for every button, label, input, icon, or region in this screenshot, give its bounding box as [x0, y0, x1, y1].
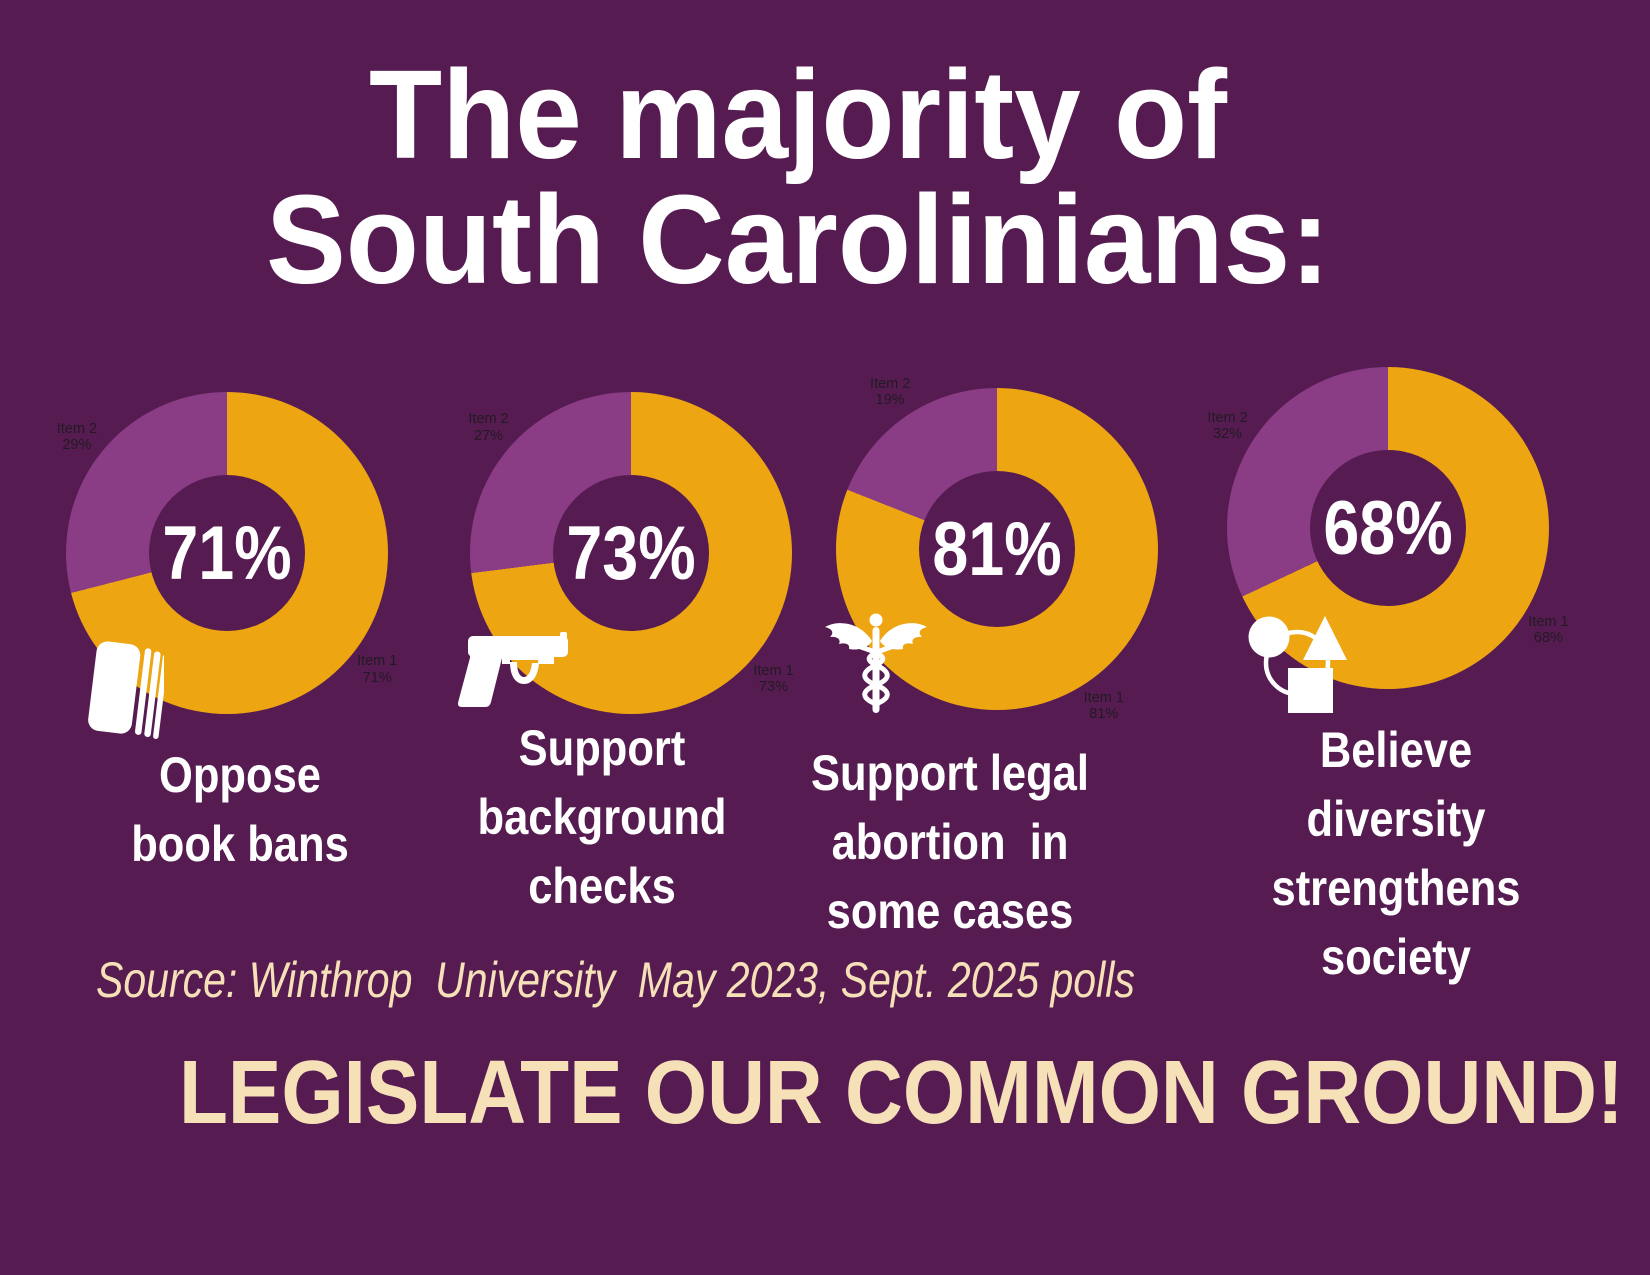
slice-name: Item 1: [356, 653, 398, 670]
diversity-icon: [1247, 612, 1353, 714]
book-icon: [88, 638, 164, 742]
slice-value: 32%: [1213, 426, 1243, 443]
slice-label-item1: Item 1 81%: [1084, 690, 1124, 722]
slice-name: Item 2: [870, 375, 911, 392]
slice-name: Item 1: [753, 662, 794, 679]
donut-center-value: 68%: [1323, 485, 1453, 571]
slice-name: Item 2: [1207, 409, 1248, 426]
chart-caption: Believe diversity strengthens society: [1271, 722, 1521, 985]
donut-center-value: 81%: [932, 506, 1062, 592]
slice-label-item2: Item 2 27%: [468, 411, 508, 443]
slice-label-item2: Item 2 19%: [870, 376, 910, 408]
donut-hole: [553, 475, 709, 631]
chart-caption: Oppose book bans: [131, 747, 349, 872]
slice-label-item2: Item 2 32%: [1207, 410, 1247, 442]
donut-hole: [1310, 450, 1466, 606]
slice-label-item1: Item 1 71%: [357, 653, 397, 685]
donut-chart: 81% Item 1 81% Item 2 19%: [836, 376, 1158, 722]
slice-label-item2: Item 2 29%: [57, 420, 97, 452]
slice-value: 81%: [1089, 706, 1119, 723]
slice-value: 68%: [1533, 629, 1563, 646]
slice-name: Item 2: [56, 420, 98, 437]
slice-value: 73%: [758, 678, 789, 695]
slice-value: 71%: [362, 669, 392, 686]
slice-label-item1: Item 1 73%: [753, 662, 793, 694]
slice-label-item1: Item 1 68%: [1528, 614, 1568, 646]
source-note: Source: Winthrop University May 2023, Se…: [96, 952, 1135, 1008]
slice-name: Item 1: [1528, 613, 1569, 630]
slice-value: 29%: [62, 436, 92, 453]
donut-hole: [919, 471, 1075, 627]
donut-center-value: 71%: [162, 510, 292, 596]
chart-caption: Support legal abortion in some cases: [811, 745, 1089, 939]
slice-value: 19%: [875, 391, 905, 408]
chart-caption: Support background checks: [477, 720, 727, 914]
caduceus-icon: [821, 611, 931, 715]
page-title: The majority of South Carolinians:: [265, 44, 1331, 310]
slice-name: Item 1: [1083, 689, 1124, 706]
donut-center-value: 73%: [566, 510, 696, 596]
footer-slogan: LEGISLATE OUR COMMON GROUND!: [179, 1043, 1624, 1143]
donut-chart: 73% Item 1 73% Item 2 27%: [468, 392, 794, 714]
handgun-icon: [456, 626, 574, 708]
slice-value: 27%: [473, 427, 503, 444]
slice-name: Item 2: [468, 411, 509, 428]
donut-hole: [149, 475, 305, 631]
